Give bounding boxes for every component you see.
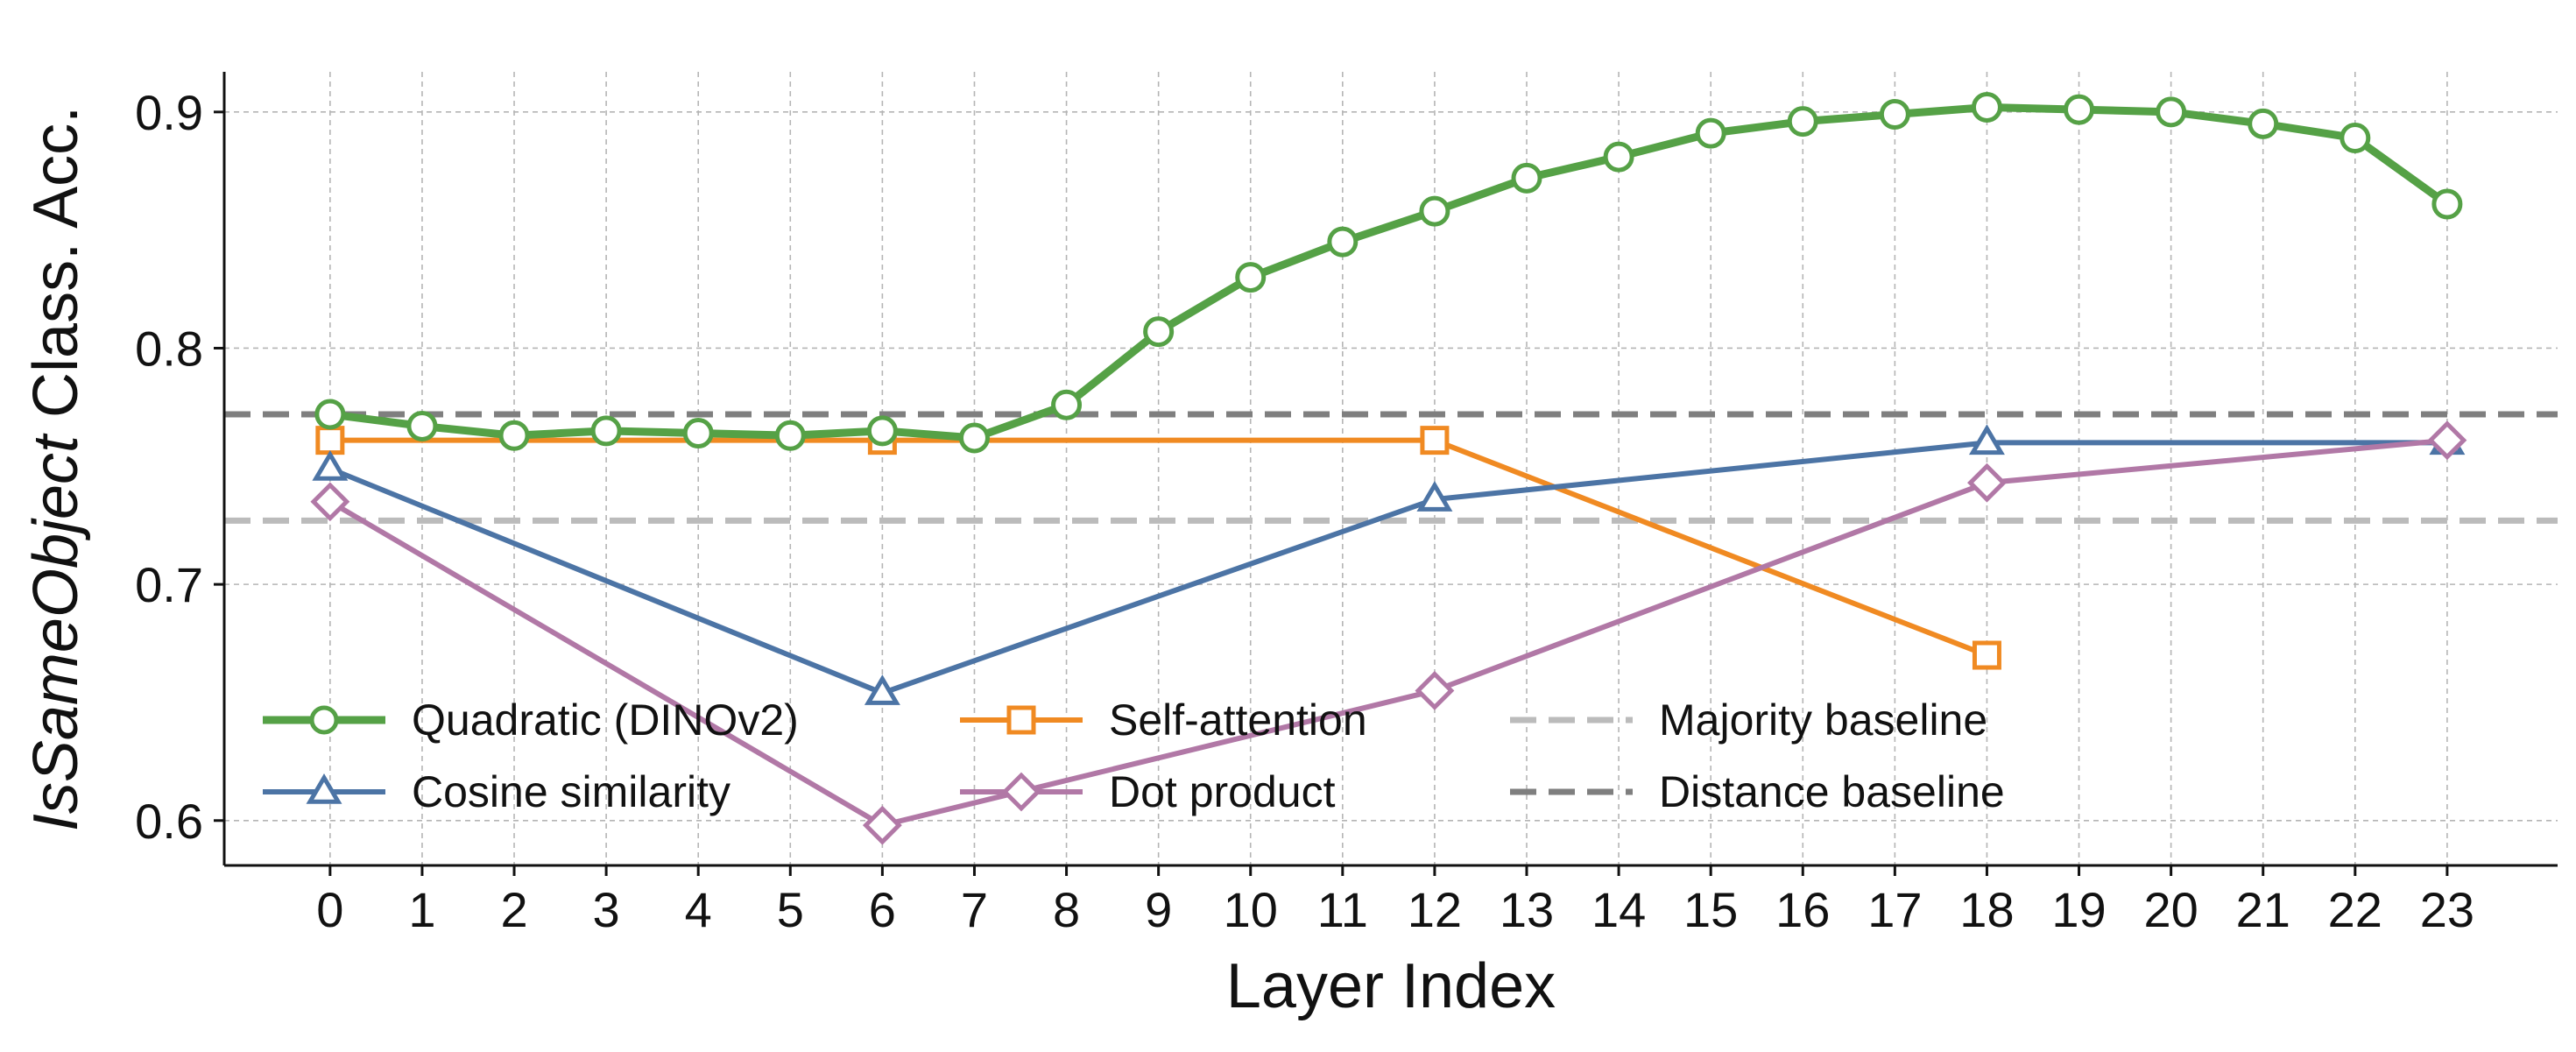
data-point-circle [1787, 106, 1818, 138]
legend-entry: Dot product [960, 767, 1336, 816]
x-tick-label: 23 [2420, 882, 2474, 937]
x-tick-label: 11 [1317, 882, 1368, 937]
series-line [326, 102, 2452, 442]
data-point-circle [1051, 389, 1083, 420]
data-point-circle [1511, 162, 1542, 194]
x-tick-label: 4 [685, 882, 712, 937]
data-point-circle [774, 420, 806, 451]
data-point-circle [958, 422, 990, 454]
data-point-triangle [306, 773, 342, 804]
legend-label: Majority baseline [1659, 695, 1987, 745]
data-point-diamond [2427, 420, 2467, 461]
ticks: 0 1 2 3 4 5 6 7 8 9 10 11 12 13 14 15 16 17 18 19 20 21 22 230.… [135, 85, 2474, 937]
data-point-circle [1143, 316, 1175, 348]
series-line [327, 440, 2450, 696]
y-tick-label: 0.7 [135, 557, 203, 612]
data-point-triangle [1416, 481, 1453, 512]
data-point-diamond [1967, 462, 2007, 503]
series-group [314, 91, 2463, 454]
x-tick-label: 17 [1867, 882, 1922, 937]
data-point-circle [1419, 195, 1450, 227]
x-tick-label: 15 [1683, 882, 1738, 937]
data-point-triangle [1968, 424, 2005, 455]
y-tick-label: 0.8 [135, 321, 203, 376]
x-tick-label: 3 [593, 882, 620, 937]
x-axis-title: Layer Index [1226, 951, 1556, 1021]
x-tick-label: 21 [2236, 882, 2290, 937]
x-tick-label: 2 [500, 882, 527, 937]
data-point-circle [1235, 262, 1267, 293]
legend-label: Quadratic (DINOv2) [412, 695, 799, 745]
data-point-circle [2156, 96, 2187, 128]
data-point-circle [498, 420, 530, 451]
series-lines [310, 91, 2467, 845]
x-tick-label: 14 [1591, 882, 1646, 937]
data-point-circle [2248, 108, 2279, 139]
data-point-square [1006, 705, 1036, 735]
data-point-circle [2064, 94, 2095, 125]
legend-entry: Majority baseline [1510, 695, 1987, 745]
data-point-diamond [1415, 671, 1455, 710]
baseline-lines [224, 411, 2558, 524]
x-tick-label: 20 [2143, 882, 2198, 937]
data-point-circle [590, 415, 622, 447]
data-point-circle [682, 418, 714, 449]
legend-label: Distance baseline [1659, 767, 2005, 816]
x-tick-label: 8 [1053, 882, 1080, 937]
y-axis-title: IsSameObject Class. Acc. [21, 106, 91, 831]
legend-entry: Cosine similarity [263, 767, 730, 816]
data-point-diamond [862, 805, 902, 845]
x-tick-label: 19 [2051, 882, 2106, 937]
x-tick-label: 13 [1500, 882, 1554, 937]
x-tick-label: 18 [1959, 882, 2014, 937]
series-group [310, 420, 2467, 845]
x-tick-label: 22 [2328, 882, 2382, 937]
x-tick-label: 10 [1224, 882, 1278, 937]
data-point-circle [309, 705, 339, 735]
y-axis-title-italic: IsSameObject [21, 433, 91, 831]
data-point-diamond [310, 482, 350, 522]
legend-entry: Quadratic (DINOv2) [263, 695, 799, 745]
x-tick-label: 12 [1408, 882, 1462, 937]
data-point-square [1972, 640, 2001, 670]
data-point-circle [1971, 91, 2002, 123]
x-tick-label: 5 [777, 882, 804, 937]
legend-label: Dot product [1109, 767, 1336, 816]
data-point-circle [1879, 99, 1910, 131]
x-tick-label: 1 [408, 882, 435, 937]
y-axis-title-rest: Class. Acc. [21, 106, 91, 435]
x-tick-label: 6 [869, 882, 896, 937]
data-point-square [1420, 426, 1450, 455]
legend: Quadratic (DINOv2) Cosine similarity Self-… [263, 695, 2005, 816]
x-tick-label: 0 [316, 882, 343, 937]
data-point-circle [2431, 188, 2463, 220]
data-point-triangle [312, 449, 349, 481]
legend-label: Self-attention [1109, 695, 1367, 745]
data-point-circle [866, 415, 898, 447]
y-tick-label: 0.6 [135, 794, 203, 849]
x-tick-label: 7 [961, 882, 988, 937]
legend-label: Cosine similarity [412, 767, 730, 816]
data-point-diamond [1001, 772, 1041, 812]
data-point-circle [406, 410, 438, 441]
data-point-triangle [864, 674, 900, 705]
x-tick-label: 16 [1775, 882, 1830, 937]
legend-entry: Distance baseline [1510, 767, 2005, 816]
data-point-circle [314, 399, 346, 430]
axes [222, 72, 2558, 867]
data-point-circle [2340, 123, 2371, 153]
data-point-circle [1327, 226, 1359, 258]
data-point-circle [1695, 117, 1726, 149]
x-tick-label: 9 [1145, 882, 1172, 937]
data-point-circle [1603, 141, 1634, 173]
legend-entry: Self-attention [960, 695, 1367, 745]
data-point-square [315, 426, 345, 455]
grid-lines [224, 72, 2558, 865]
y-tick-label: 0.9 [135, 85, 203, 140]
